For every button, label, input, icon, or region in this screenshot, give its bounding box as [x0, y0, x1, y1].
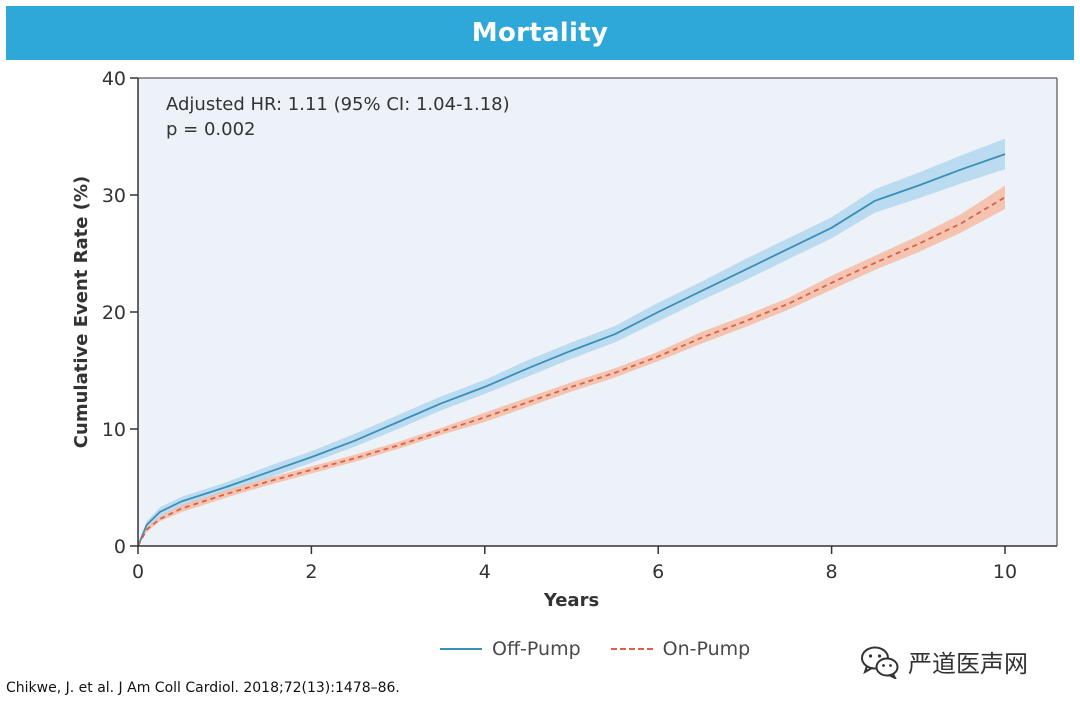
legend-label-off-pump: Off-Pump — [492, 638, 581, 660]
legend-item-on-pump: On-Pump — [610, 638, 751, 660]
annotation-hazard-ratio: Adjusted HR: 1.11 (95% CI: 1.04-1.18) — [166, 94, 510, 115]
y-tick-label: 20 — [102, 302, 126, 324]
series-line-off-pump — [137, 153, 1006, 547]
ci-band-off-pump — [138, 138, 1005, 547]
y-tick-label: 30 — [102, 185, 126, 207]
citation: Chikwe, J. et al. J Am Coll Cardiol. 201… — [6, 680, 400, 696]
x-tick-label: 0 — [132, 561, 144, 583]
chart-legend: Off-Pump On-Pump — [440, 634, 780, 664]
x-tick-label: 8 — [826, 561, 838, 583]
y-tick-label: 0 — [114, 536, 126, 558]
x-tick-label: 4 — [479, 561, 491, 583]
legend-swatch-on-pump — [610, 648, 653, 650]
annotation-p-value: p = 0.002 — [166, 119, 255, 140]
x-axis-label: Years — [543, 590, 599, 611]
y-axis-label: Cumulative Event Rate (%) — [71, 176, 92, 448]
legend-swatch-off-pump — [440, 648, 482, 650]
ci-band-on-pump — [138, 185, 1005, 546]
series-line-on-pump — [137, 196, 1006, 547]
y-tick-label: 10 — [102, 419, 126, 441]
watermark-text: 严道医声网 — [908, 650, 1028, 678]
x-tick-label: 6 — [652, 561, 664, 583]
chart-title: Mortality — [471, 18, 609, 48]
wechat-icon — [861, 646, 899, 679]
x-tick-label: 2 — [305, 561, 317, 583]
legend-label-on-pump: On-Pump — [662, 638, 751, 660]
chart-title-bar: Mortality — [6, 6, 1074, 60]
plot-background — [138, 78, 1057, 546]
watermark: 严道医声网 — [860, 644, 1028, 679]
legend-item-off-pump: Off-Pump — [440, 638, 581, 660]
y-tick-label: 40 — [102, 68, 126, 90]
x-tick-label: 10 — [993, 561, 1017, 583]
